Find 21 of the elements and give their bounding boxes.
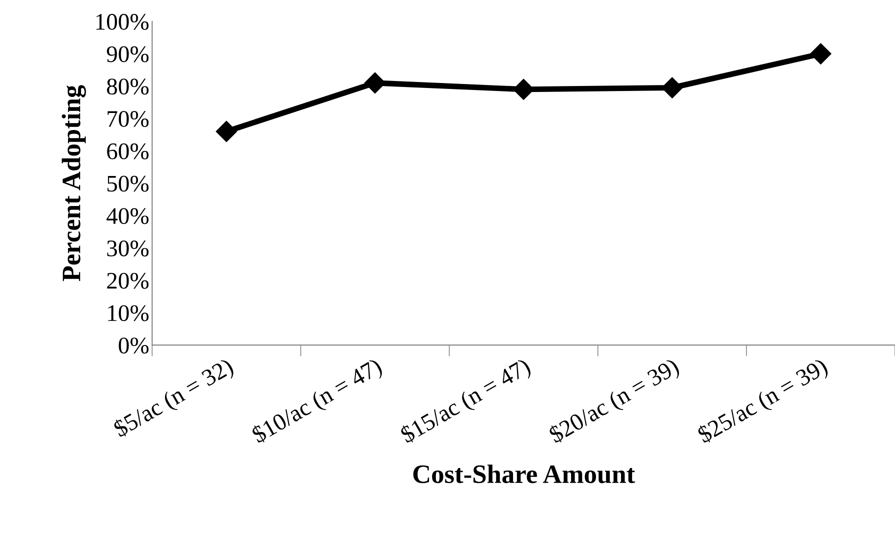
- x-tick-label: $5/ac (n = 32): [112, 356, 237, 442]
- y-tick-label: 50%: [107, 176, 149, 192]
- x-axis-title: Cost-Share Amount: [413, 464, 636, 484]
- x-tick-label: $25/ac (n = 39): [696, 356, 831, 448]
- y-tick-label: 30%: [107, 240, 149, 256]
- point: [662, 77, 683, 98]
- point: [810, 43, 832, 64]
- x-tick-label: $20/ac (n = 39): [547, 356, 682, 448]
- x-tick-label: $15/ac (n = 47): [398, 356, 534, 448]
- point: [216, 120, 237, 142]
- y-tick-label: 70%: [108, 110, 149, 128]
- y-tick-label: 100%: [96, 14, 149, 30]
- y-tick-label: 60%: [107, 143, 149, 160]
- y-tick-label: 90%: [106, 46, 149, 62]
- y-tick-label: 40%: [106, 208, 149, 224]
- y-tick-label: 10%: [108, 305, 149, 322]
- y-tick-label: 80%: [106, 78, 149, 95]
- x-tick-label: $10/ac (n = 47): [250, 356, 386, 448]
- y-axis-title: Percent Adopting: [62, 85, 86, 282]
- y-tick-label: 20%: [107, 272, 149, 289]
- y-tick-label: 0%: [118, 338, 149, 354]
